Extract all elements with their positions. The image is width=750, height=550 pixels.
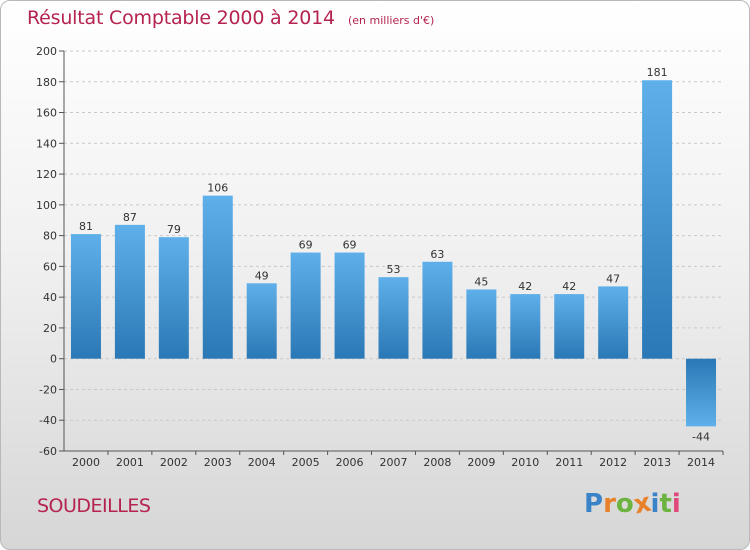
y-tick-label: 120 xyxy=(36,168,57,181)
value-label-2000: 81 xyxy=(79,220,93,233)
chart-title: Résultat Comptable 2000 à 2014 xyxy=(27,7,335,29)
bar-2000 xyxy=(70,234,101,359)
x-tick-label-2000: 2000 xyxy=(72,456,100,469)
value-label-2003: 106 xyxy=(207,182,228,195)
value-label-2010: 42 xyxy=(518,280,532,293)
logo-letter: o xyxy=(615,489,634,519)
chart-subtitle: (en milliers d'€) xyxy=(347,14,435,27)
x-tick-label-2002: 2002 xyxy=(160,456,188,469)
value-label-2005: 69 xyxy=(299,239,313,252)
logo-letter: P xyxy=(584,489,604,519)
bars xyxy=(70,80,717,427)
value-labels: 81 87 79 106 49 69 69 53 63 45 42 42 47 181 -44 xyxy=(79,66,710,443)
y-tick-label: 40 xyxy=(43,291,57,304)
x-tick-label-2009: 2009 xyxy=(467,456,495,469)
y-tick-label: 140 xyxy=(36,137,57,150)
x-tick-label-2003: 2003 xyxy=(204,456,232,469)
axes: 200180160140120100806040200-20-40-602000… xyxy=(36,45,724,469)
x-tick-label-2004: 2004 xyxy=(248,456,276,469)
value-label-2014: -44 xyxy=(692,430,710,443)
bar-2011 xyxy=(554,294,585,359)
logo-letter: r xyxy=(603,489,616,519)
bar-2013 xyxy=(642,80,673,359)
y-tick-label: 0 xyxy=(50,353,57,366)
bar-2009 xyxy=(466,289,497,359)
value-label-2001: 87 xyxy=(123,211,137,224)
logo-letter: i xyxy=(650,489,660,519)
value-label-2004: 49 xyxy=(255,269,269,282)
value-label-2013: 181 xyxy=(647,66,668,79)
y-tick-label: 160 xyxy=(36,107,57,120)
y-tick-label: 180 xyxy=(36,76,57,89)
bar-2005 xyxy=(290,252,321,359)
x-tick-label-2008: 2008 xyxy=(423,456,451,469)
value-label-2007: 53 xyxy=(387,263,401,276)
bar-2002 xyxy=(158,237,189,359)
value-label-2008: 63 xyxy=(430,248,444,261)
y-tick-label: 200 xyxy=(36,45,57,58)
bar-2014 xyxy=(686,358,717,427)
value-label-2009: 45 xyxy=(474,275,488,288)
logo-letter: i xyxy=(671,489,681,519)
x-tick-label-2013: 2013 xyxy=(643,456,671,469)
x-tick-label-2012: 2012 xyxy=(599,456,627,469)
bar-2001 xyxy=(114,224,145,359)
x-tick-label-2001: 2001 xyxy=(116,456,144,469)
bar-2003 xyxy=(202,195,233,359)
y-tick-label: 20 xyxy=(43,322,57,335)
value-label-2012: 47 xyxy=(606,272,620,285)
bar-2006 xyxy=(334,252,365,359)
x-tick-label-2005: 2005 xyxy=(292,456,320,469)
title-row: Résultat Comptable 2000 à 2014 (en milli… xyxy=(27,7,434,29)
value-label-2002: 79 xyxy=(167,223,181,236)
x-tick-label-2010: 2010 xyxy=(511,456,539,469)
value-label-2011: 42 xyxy=(562,280,576,293)
value-label-2006: 69 xyxy=(343,239,357,252)
bar-2007 xyxy=(378,277,409,359)
x-tick-label-2006: 2006 xyxy=(336,456,364,469)
x-tick-label-2014: 2014 xyxy=(687,456,715,469)
y-tick-label: -40 xyxy=(39,414,57,427)
x-tick-label-2011: 2011 xyxy=(555,456,583,469)
y-tick-label: -20 xyxy=(39,383,57,396)
x-tick-label-2007: 2007 xyxy=(380,456,408,469)
bar-2008 xyxy=(422,261,453,359)
bar-2004 xyxy=(246,283,277,359)
y-tick-label: -60 xyxy=(39,445,57,458)
logo-letter: t xyxy=(659,489,672,519)
proxiti-logo: Proxiti xyxy=(584,488,681,521)
bar-2012 xyxy=(598,286,629,359)
commune-name: SOUDEILLES xyxy=(37,495,151,517)
y-tick-label: 100 xyxy=(36,199,57,212)
y-tick-label: 60 xyxy=(43,260,57,273)
bar-2010 xyxy=(510,294,541,359)
y-tick-label: 80 xyxy=(43,230,57,243)
